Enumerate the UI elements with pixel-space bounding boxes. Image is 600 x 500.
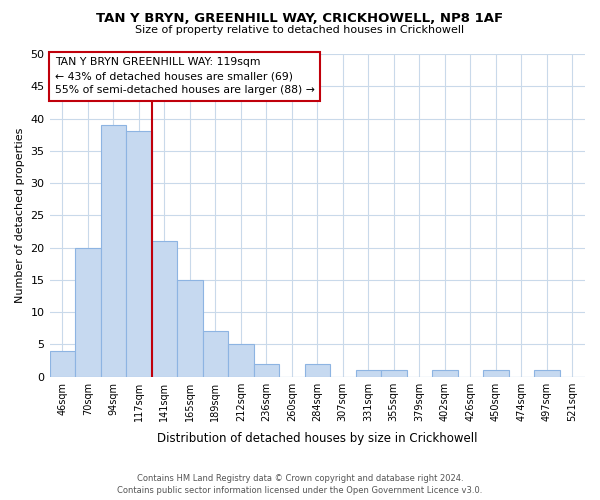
Bar	[356, 370, 381, 376]
Bar	[305, 364, 330, 376]
Text: Contains HM Land Registry data © Crown copyright and database right 2024.
Contai: Contains HM Land Registry data © Crown c…	[118, 474, 482, 495]
Bar	[101, 125, 126, 376]
Bar	[228, 344, 254, 376]
Y-axis label: Number of detached properties: Number of detached properties	[15, 128, 25, 303]
Text: TAN Y BRYN GREENHILL WAY: 119sqm
← 43% of detached houses are smaller (69)
55% o: TAN Y BRYN GREENHILL WAY: 119sqm ← 43% o…	[55, 57, 314, 95]
Text: TAN Y BRYN, GREENHILL WAY, CRICKHOWELL, NP8 1AF: TAN Y BRYN, GREENHILL WAY, CRICKHOWELL, …	[97, 12, 503, 26]
Bar	[126, 132, 152, 376]
Bar	[75, 248, 101, 376]
Bar	[381, 370, 407, 376]
Bar	[203, 332, 228, 376]
Bar	[152, 241, 177, 376]
Bar	[177, 280, 203, 376]
Text: Size of property relative to detached houses in Crickhowell: Size of property relative to detached ho…	[136, 25, 464, 35]
Bar	[483, 370, 509, 376]
Bar	[534, 370, 560, 376]
X-axis label: Distribution of detached houses by size in Crickhowell: Distribution of detached houses by size …	[157, 432, 478, 445]
Bar	[254, 364, 279, 376]
Bar	[432, 370, 458, 376]
Bar	[50, 351, 75, 376]
